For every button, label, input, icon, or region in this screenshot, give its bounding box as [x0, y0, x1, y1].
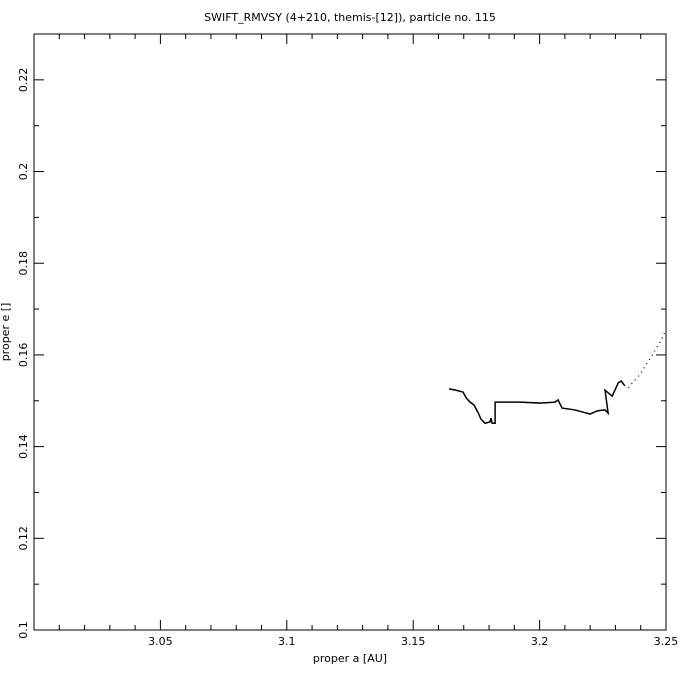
x-tick-label: 3.25: [654, 635, 679, 648]
y-tick-label: 0.22: [17, 68, 30, 93]
data-line: [623, 330, 666, 389]
y-tick-label: 0.18: [17, 251, 30, 276]
y-tick-label: 0.16: [17, 343, 30, 368]
x-tick-label: 3.15: [401, 635, 426, 648]
x-tick-label: 3.05: [148, 635, 173, 648]
data-line: [448, 380, 625, 425]
x-axis-label: proper a [AU]: [313, 652, 387, 665]
x-tick-label: 3.1: [278, 635, 296, 648]
y-tick-label: 0.12: [17, 526, 30, 551]
y-tick-label: 0.2: [17, 163, 30, 181]
x-tick-label: 3.2: [531, 635, 549, 648]
y-tick-label: 0.1: [17, 621, 30, 639]
plot-frame: [33, 33, 667, 631]
y-axis-label: proper e []: [0, 303, 12, 362]
chart-title: SWIFT_RMVSY (4+210, themis-[12]), partic…: [204, 11, 496, 24]
y-tick-label: 0.14: [17, 434, 30, 459]
